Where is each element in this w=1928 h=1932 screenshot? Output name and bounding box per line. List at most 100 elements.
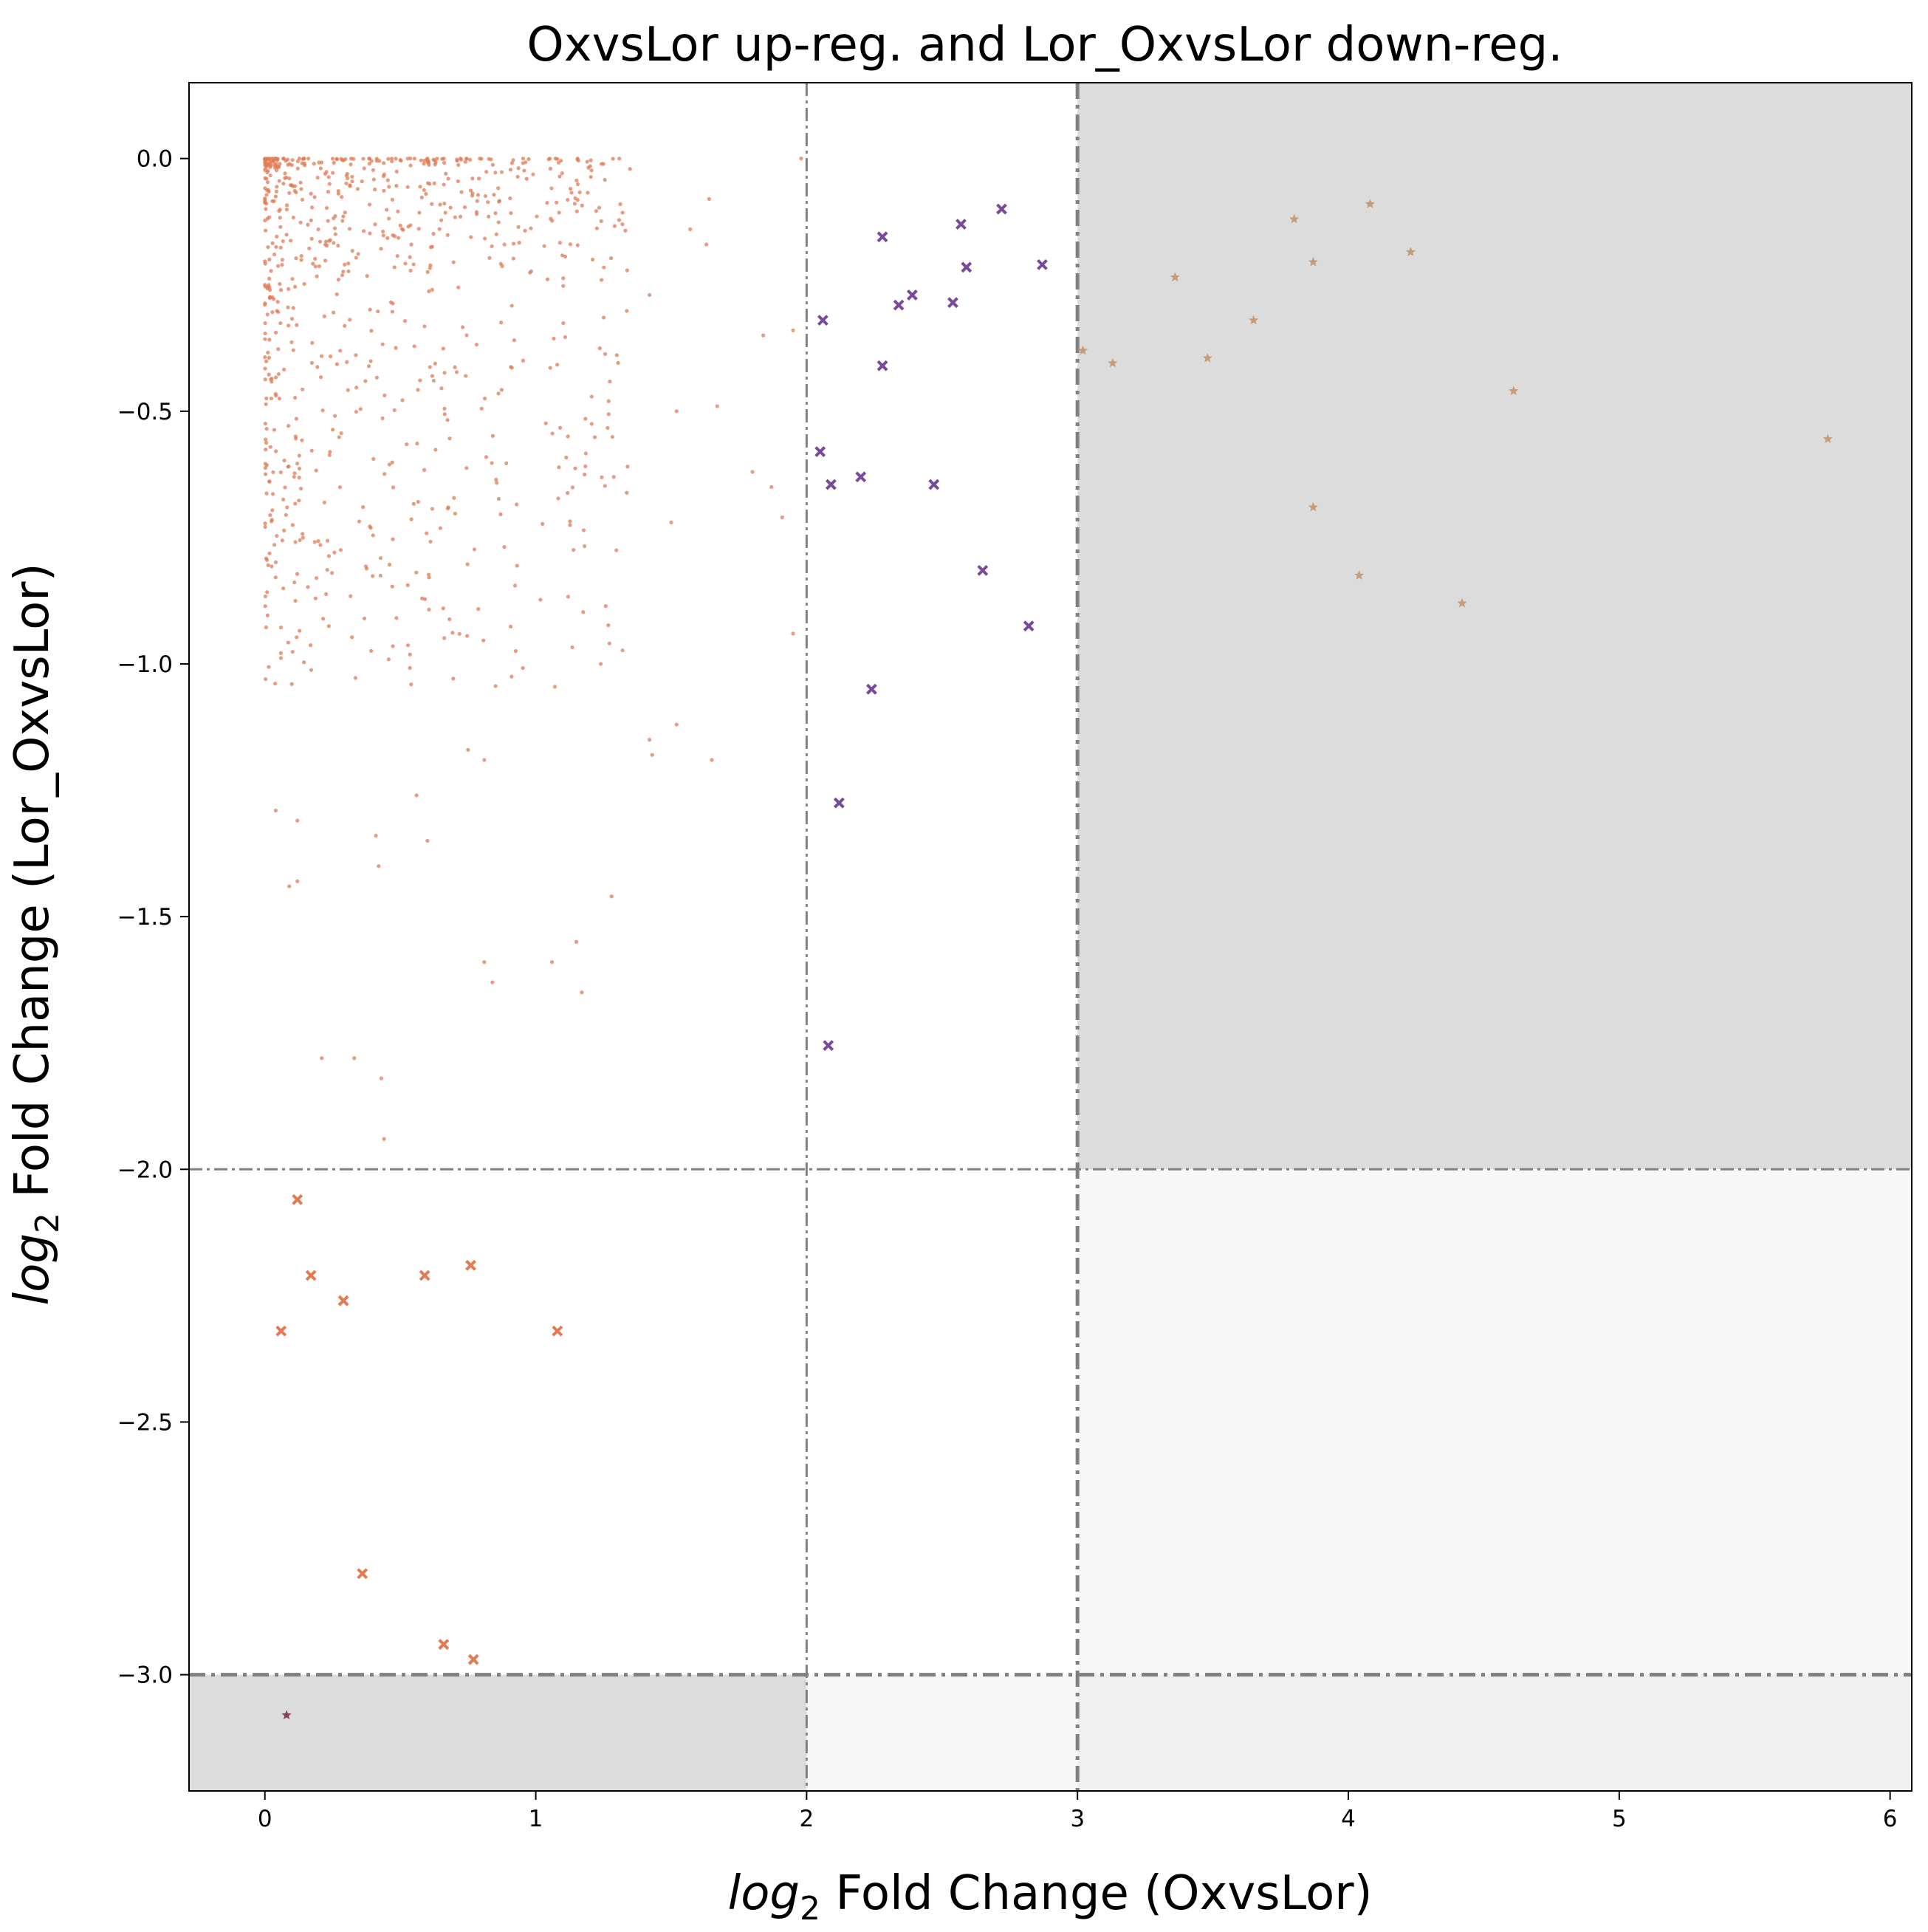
data-point-dot bbox=[391, 485, 396, 490]
data-point-dot bbox=[301, 535, 306, 540]
data-point-x bbox=[947, 297, 958, 309]
data-point-dot bbox=[610, 434, 615, 439]
data-point-dot bbox=[442, 371, 447, 375]
data-point-dot bbox=[332, 550, 337, 555]
data-point-dot bbox=[512, 338, 516, 343]
data-point-dot bbox=[302, 281, 306, 287]
data-point-dot bbox=[761, 333, 766, 338]
data-point-dot bbox=[558, 174, 562, 179]
data-point-dot bbox=[526, 157, 531, 162]
data-point-dot bbox=[405, 157, 410, 161]
data-point-x bbox=[1037, 258, 1048, 270]
data-point-dot bbox=[263, 465, 267, 470]
data-point-dot bbox=[350, 635, 354, 640]
data-point-dot bbox=[282, 528, 287, 532]
data-point-dot bbox=[284, 233, 289, 237]
data-point-dot bbox=[598, 662, 603, 666]
data-point-dot bbox=[490, 461, 494, 465]
y-axis-label-log: log bbox=[5, 1233, 60, 1306]
data-point-dot bbox=[354, 353, 358, 357]
data-point-dot bbox=[278, 208, 282, 212]
data-point-dot bbox=[381, 229, 385, 234]
data-point-dot bbox=[425, 531, 429, 535]
data-point-dot bbox=[465, 634, 470, 638]
data-point-dot bbox=[490, 980, 495, 984]
data-point-dot bbox=[273, 194, 278, 199]
data-point-dot bbox=[453, 511, 457, 516]
data-point-dot bbox=[585, 160, 589, 164]
data-point-dot bbox=[450, 631, 455, 635]
data-point-dot bbox=[403, 261, 408, 266]
data-point-dot bbox=[412, 344, 416, 349]
data-point-dot bbox=[575, 243, 580, 247]
data-point-dot bbox=[267, 276, 272, 281]
data-point-dot bbox=[442, 182, 446, 187]
data-point-dot bbox=[289, 340, 294, 345]
data-point-star bbox=[1509, 386, 1519, 396]
data-point-dot bbox=[780, 515, 784, 520]
data-point-dot bbox=[625, 490, 629, 495]
data-point-dot bbox=[263, 521, 267, 526]
data-point-dot bbox=[419, 195, 424, 199]
data-point-dot bbox=[346, 261, 351, 266]
data-point-dot bbox=[367, 162, 371, 166]
data-point-dot bbox=[502, 545, 507, 549]
data-point-dot bbox=[594, 209, 599, 213]
data-point-dot bbox=[458, 214, 463, 219]
data-point-dot bbox=[581, 528, 586, 532]
data-point-dot bbox=[600, 278, 604, 282]
data-point-dot bbox=[441, 606, 445, 611]
x-tick-label: 2 bbox=[799, 1806, 814, 1832]
data-point-dot bbox=[428, 365, 432, 369]
data-point-dot bbox=[274, 189, 279, 193]
data-point-dot bbox=[442, 160, 447, 165]
data-point-dot bbox=[443, 210, 447, 215]
data-point-dot bbox=[493, 211, 498, 216]
data-point-dot bbox=[387, 462, 392, 467]
data-point-dot bbox=[287, 884, 292, 888]
data-point-dot bbox=[368, 307, 372, 312]
data-point-x bbox=[855, 471, 867, 483]
data-point-dot bbox=[556, 496, 560, 501]
data-point-dot bbox=[427, 575, 431, 580]
data-point-x bbox=[823, 1040, 834, 1052]
data-point-dot bbox=[303, 163, 307, 168]
data-point-dot bbox=[263, 355, 267, 360]
data-point-dot bbox=[535, 214, 539, 219]
data-point-dot bbox=[264, 437, 268, 442]
y-tick-label: 0.0 bbox=[137, 146, 173, 173]
data-point-dot bbox=[408, 268, 413, 273]
data-point-dot bbox=[385, 178, 390, 182]
data-point-dot bbox=[278, 287, 284, 292]
x-tick-label: 4 bbox=[1341, 1806, 1356, 1832]
data-point-dot bbox=[343, 210, 347, 215]
data-point-dot bbox=[594, 226, 599, 230]
data-point-dot bbox=[315, 274, 319, 278]
data-point-dot bbox=[419, 158, 423, 162]
data-point-dot bbox=[427, 289, 431, 293]
data-point-dot bbox=[297, 466, 302, 471]
data-point-x bbox=[907, 289, 918, 301]
data-point-dot bbox=[300, 438, 304, 442]
data-point-dot bbox=[278, 626, 284, 630]
data-point-dot bbox=[603, 484, 607, 488]
data-point-dot bbox=[456, 162, 461, 168]
data-point-dot bbox=[482, 758, 487, 762]
data-point-dot bbox=[433, 448, 438, 452]
data-point-dot bbox=[432, 181, 436, 185]
data-point-dot bbox=[374, 834, 378, 838]
data-point-dot bbox=[568, 242, 573, 247]
data-point-dot bbox=[468, 157, 473, 162]
data-point-dot bbox=[390, 584, 394, 589]
data-point-dot bbox=[281, 586, 286, 591]
data-point-dot bbox=[309, 236, 314, 241]
data-point-dot bbox=[607, 641, 611, 645]
data-point-dot bbox=[290, 649, 295, 654]
data-point-dot bbox=[264, 558, 270, 562]
data-point-dot bbox=[263, 366, 267, 371]
data-point-dot bbox=[387, 216, 391, 221]
data-point-dot bbox=[265, 161, 270, 166]
data-point-dot bbox=[298, 628, 302, 633]
data-point-dot bbox=[278, 656, 284, 660]
data-point-dot bbox=[277, 397, 281, 401]
